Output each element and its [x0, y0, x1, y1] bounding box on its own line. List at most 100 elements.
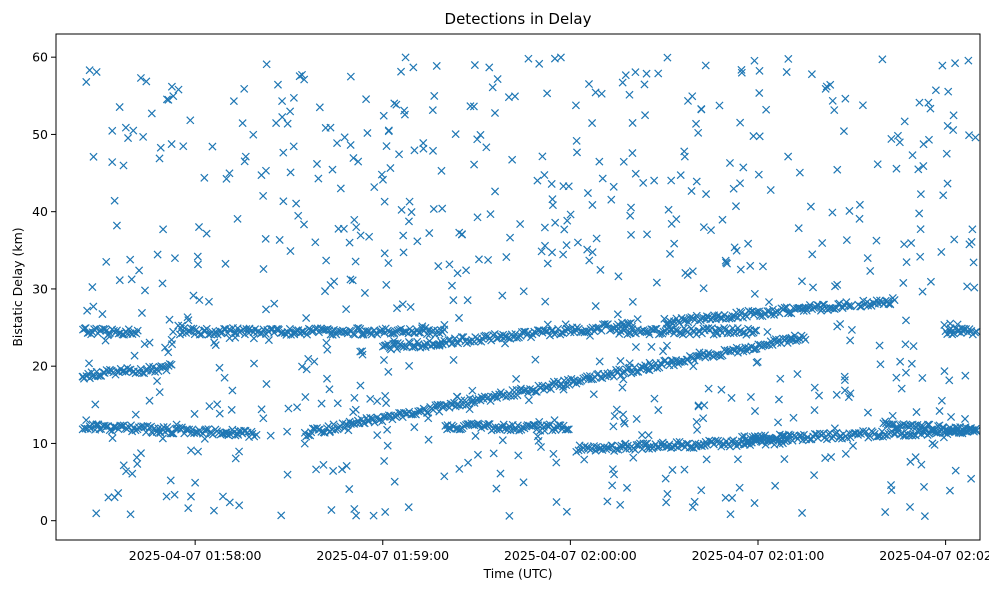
clutter-point	[548, 248, 557, 257]
clutter-point	[810, 406, 819, 415]
clutter-point	[598, 174, 607, 183]
track-point	[429, 326, 438, 335]
clutter-point	[641, 111, 650, 120]
track-point	[574, 446, 583, 455]
clutter-point	[222, 428, 231, 437]
track-point	[93, 371, 102, 381]
clutter-point	[912, 408, 921, 417]
clutter-point	[592, 234, 601, 243]
clutter-point	[949, 111, 958, 120]
clutter-point	[900, 240, 909, 249]
clutter-point	[697, 486, 706, 495]
clutter-point	[712, 329, 721, 338]
clutter-point	[828, 208, 837, 217]
clutter-point	[896, 357, 905, 366]
clutter-point	[780, 455, 789, 464]
track-point	[750, 326, 759, 335]
clutter-point	[680, 152, 689, 161]
clutter-point	[158, 279, 167, 288]
clutter-point	[209, 506, 218, 515]
clutter-point	[470, 160, 479, 169]
clutter-point	[828, 96, 837, 105]
clutter-point	[667, 176, 676, 185]
clutter-point	[694, 128, 703, 137]
clutter-point	[627, 230, 636, 239]
clutter-point	[155, 388, 164, 397]
clutter-point	[901, 316, 911, 325]
clutter-point	[906, 421, 915, 430]
clutter-point	[135, 266, 144, 275]
clutter-point	[92, 67, 101, 76]
clutter-point	[744, 239, 753, 248]
clutter-point	[639, 178, 648, 187]
track-point	[592, 324, 601, 333]
clutter-point	[92, 421, 101, 430]
clutter-point	[312, 159, 322, 168]
clutter-point	[244, 325, 253, 334]
clutter-point	[596, 265, 605, 274]
clutter-point	[645, 358, 654, 367]
clutter-point	[721, 493, 730, 502]
clutter-point	[715, 101, 724, 110]
clutter-point	[917, 460, 926, 469]
clutter-point	[663, 53, 672, 62]
clutter-point	[127, 275, 136, 284]
clutter-point	[380, 457, 389, 466]
clutter-point	[302, 365, 311, 374]
clutter-point	[108, 158, 117, 167]
clutter-point	[726, 510, 735, 519]
clutter-point	[547, 179, 556, 188]
clutter-point	[784, 308, 793, 317]
track-point	[422, 330, 432, 339]
clutter-point	[750, 407, 760, 416]
clutter-point	[299, 220, 309, 229]
clutter-point	[631, 68, 640, 77]
clutter-point	[549, 449, 558, 458]
clutter-point	[676, 171, 685, 180]
clutter-point	[440, 320, 449, 329]
clutter-point	[832, 390, 841, 399]
clutter-point	[443, 425, 452, 434]
track-point	[563, 425, 572, 434]
clutter-point	[380, 249, 389, 258]
clutter-point	[194, 223, 204, 232]
clutter-point	[455, 313, 464, 322]
clutter-point	[399, 231, 408, 240]
clutter-point	[474, 255, 483, 264]
clutter-point	[755, 132, 764, 141]
x-tick-label: 2025-04-07 01:58:00	[129, 548, 262, 563]
clutter-point	[119, 161, 128, 170]
clutter-point	[346, 72, 355, 81]
clutter-point	[915, 209, 924, 218]
clutter-point	[140, 286, 150, 295]
clutter-point	[643, 230, 652, 239]
clutter-point	[228, 386, 237, 395]
clutter-point	[965, 240, 974, 249]
track-point	[352, 419, 361, 428]
clutter-point	[272, 119, 281, 128]
clutter-point	[926, 277, 935, 286]
clutter-point	[325, 428, 334, 437]
clutter-point	[366, 394, 375, 403]
track-point	[832, 304, 841, 313]
clutter-point	[887, 486, 896, 495]
clutter-point	[559, 182, 568, 191]
clutter-point	[717, 385, 726, 394]
clutter-point	[383, 425, 392, 434]
track-point	[603, 320, 612, 329]
clutter-point	[551, 218, 560, 227]
track-point	[116, 421, 125, 430]
clutter-point	[174, 321, 183, 330]
clutter-point	[473, 135, 482, 144]
track-point	[349, 329, 358, 339]
track-point	[202, 324, 211, 333]
track-point	[678, 330, 687, 339]
clutter-point	[432, 61, 441, 70]
clutter-point	[965, 131, 974, 140]
track-point	[875, 432, 885, 441]
clutter-point	[556, 53, 565, 62]
clutter-point	[231, 454, 240, 463]
clutter-point	[323, 345, 332, 354]
clutter-point	[189, 291, 198, 300]
clutter-point	[482, 143, 491, 152]
